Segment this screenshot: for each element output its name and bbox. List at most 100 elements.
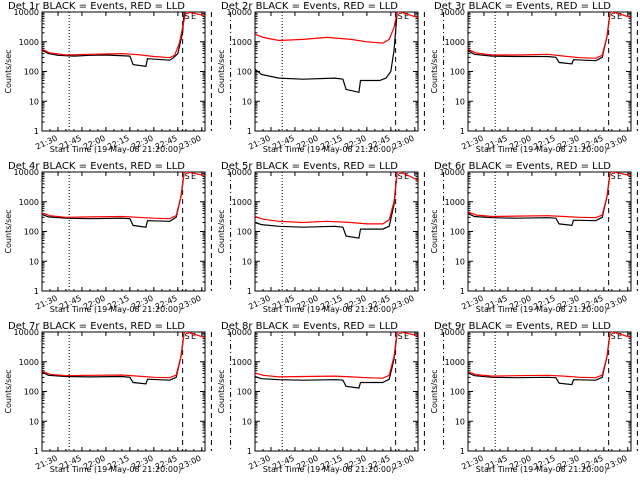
y-tick-label: 10000 xyxy=(227,168,252,177)
chart-svg: Det 8r BLACK = Events, RED = LLD 1 10 100 10… xyxy=(217,321,445,474)
y-tick-label: 10 xyxy=(242,417,252,426)
plot-frame xyxy=(467,171,632,292)
lld-rate-line xyxy=(468,332,631,379)
chart-title: Det 1r BLACK = Events, RED = LLD xyxy=(8,1,185,12)
y-tick-label: 10 xyxy=(29,417,39,426)
y-tick-label: 10000 xyxy=(227,328,252,337)
chart-svg: Det 3r BLACK = Events, RED = LLD 1 10 100 10… xyxy=(430,1,638,154)
events-rate-line xyxy=(42,332,185,385)
start-marker: S xyxy=(398,172,403,181)
x-tick-label: 23:00 xyxy=(391,134,416,152)
plot-frame xyxy=(41,11,206,132)
y-tick-label: 10000 xyxy=(14,8,39,17)
y-axis-label: Counts/sec xyxy=(217,49,226,93)
y-axis-label: Counts/sec xyxy=(4,369,13,413)
y-tick-label: 100 xyxy=(237,228,252,237)
y-tick-label: 10 xyxy=(455,417,465,426)
start-marker: S xyxy=(398,332,403,341)
y-tick-label: 1 xyxy=(34,127,39,136)
start-marker: S xyxy=(611,332,616,341)
chart-svg: Det 6r BLACK = Events, RED = LLD 1 10 100 10… xyxy=(430,161,638,314)
chart-title: Det 6r BLACK = Events, RED = LLD xyxy=(434,161,611,172)
end-marker: E xyxy=(404,332,409,341)
y-axis-label: Counts/sec xyxy=(430,369,439,413)
events-rate-line xyxy=(42,172,185,228)
lld-rate-line xyxy=(255,12,418,44)
y-tick-label: 1 xyxy=(34,447,39,456)
plot-frame xyxy=(254,331,419,452)
events-rate-line xyxy=(468,332,611,386)
x-axis-label: Start Time (19-May-08 21:20:00) xyxy=(263,465,394,474)
y-tick-label: 1 xyxy=(247,447,252,456)
chart-title: Det 5r BLACK = Events, RED = LLD xyxy=(221,161,398,172)
end-marker: E xyxy=(617,332,622,341)
lld-rate-line xyxy=(255,332,418,379)
y-axis-label: Counts/sec xyxy=(217,209,226,253)
detector-chart: Det 7r BLACK = Events, RED = LLD 1 10 100 10… xyxy=(0,320,232,480)
start-marker: S xyxy=(611,172,616,181)
y-tick-label: 1000 xyxy=(445,198,465,207)
chart-svg: Det 9r BLACK = Events, RED = LLD 1 10 100 10… xyxy=(430,321,638,474)
plot-frame xyxy=(467,331,632,452)
x-axis-label: Start Time (19-May-08 21:20:00) xyxy=(476,305,607,314)
y-tick-label: 10000 xyxy=(14,168,39,177)
y-tick-label: 100 xyxy=(450,388,465,397)
x-axis-label: Start Time (19-May-08 21:20:00) xyxy=(476,145,607,154)
y-axis-label: Counts/sec xyxy=(217,369,226,413)
chart-title: Det 9r BLACK = Events, RED = LLD xyxy=(434,321,611,332)
y-tick-label: 1 xyxy=(247,287,252,296)
x-tick-label: 23:00 xyxy=(604,294,629,312)
y-tick-label: 1000 xyxy=(445,358,465,367)
y-axis-label: Counts/sec xyxy=(4,49,13,93)
lld-rate-line xyxy=(255,172,418,225)
chart-title: Det 8r BLACK = Events, RED = LLD xyxy=(221,321,398,332)
detector-chart: Det 9r BLACK = Events, RED = LLD 1 10 100 10… xyxy=(426,320,639,480)
y-tick-label: 100 xyxy=(24,68,39,77)
y-axis-label: Counts/sec xyxy=(430,49,439,93)
detector-chart: Det 2r BLACK = Events, RED = LLD 1 10 100 10… xyxy=(213,0,445,160)
y-tick-label: 10000 xyxy=(227,8,252,17)
x-axis-label: Start Time (19-May-08 21:20:00) xyxy=(263,305,394,314)
detector-chart: Det 1r BLACK = Events, RED = LLD 1 10 100 10… xyxy=(0,0,232,160)
chart-title: Det 7r BLACK = Events, RED = LLD xyxy=(8,321,185,332)
x-tick-label: 23:00 xyxy=(178,294,203,312)
plot-frame xyxy=(41,331,206,452)
y-tick-label: 1000 xyxy=(445,38,465,47)
x-tick-label: 23:00 xyxy=(604,134,629,152)
events-rate-line xyxy=(468,12,611,65)
events-rate-line xyxy=(42,12,185,67)
start-marker: S xyxy=(185,172,190,181)
y-tick-label: 1000 xyxy=(232,38,252,47)
detector-chart: Det 6r BLACK = Events, RED = LLD 1 10 100 10… xyxy=(426,160,639,320)
lld-rate-line xyxy=(42,172,205,220)
detector-chart: Det 3r BLACK = Events, RED = LLD 1 10 100 10… xyxy=(426,0,639,160)
y-tick-label: 10000 xyxy=(440,328,465,337)
x-axis-label: Start Time (19-May-08 21:20:00) xyxy=(50,145,181,154)
plot-frame xyxy=(254,171,419,292)
y-tick-label: 100 xyxy=(24,228,39,237)
y-tick-label: 1 xyxy=(460,127,465,136)
y-tick-label: 100 xyxy=(237,68,252,77)
detector-chart: Det 4r BLACK = Events, RED = LLD 1 10 100 10… xyxy=(0,160,232,320)
y-tick-label: 100 xyxy=(237,388,252,397)
lld-rate-line xyxy=(468,12,631,59)
x-axis-label: Start Time (19-May-08 21:20:00) xyxy=(50,305,181,314)
start-marker: S xyxy=(611,12,616,21)
y-tick-label: 10 xyxy=(455,257,465,266)
x-axis-label: Start Time (19-May-08 21:20:00) xyxy=(476,465,607,474)
y-tick-label: 1000 xyxy=(19,358,39,367)
y-tick-label: 10 xyxy=(455,97,465,106)
plot-frame xyxy=(41,171,206,292)
end-marker: E xyxy=(404,12,409,21)
lld-rate-line xyxy=(42,12,205,59)
y-tick-label: 1000 xyxy=(19,38,39,47)
lld-rate-line xyxy=(42,332,205,379)
end-marker: E xyxy=(617,12,622,21)
x-tick-label: 23:00 xyxy=(391,454,416,472)
start-marker: S xyxy=(398,12,403,21)
x-tick-label: 23:00 xyxy=(178,134,203,152)
y-tick-label: 1 xyxy=(460,287,465,296)
chart-svg: Det 4r BLACK = Events, RED = LLD 1 10 100 10… xyxy=(4,161,232,314)
y-axis-label: Counts/sec xyxy=(430,209,439,253)
x-axis-label: Start Time (19-May-08 21:20:00) xyxy=(50,465,181,474)
